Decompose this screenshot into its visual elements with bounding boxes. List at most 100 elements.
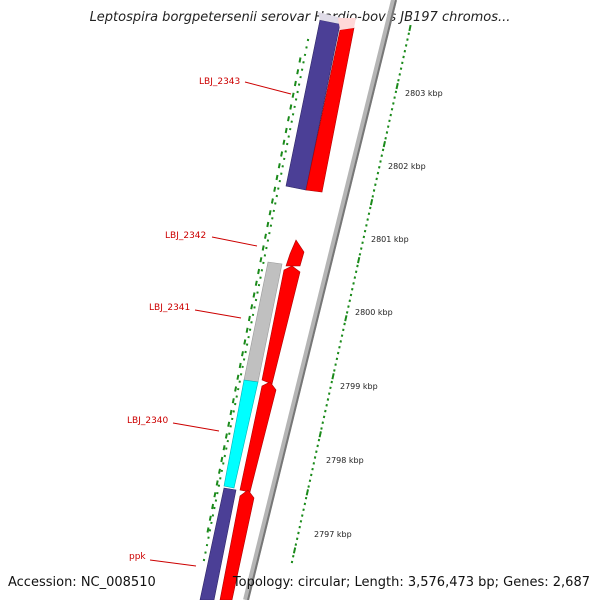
left-dashes-tick bbox=[252, 292, 256, 298]
left-dashes-tick bbox=[231, 398, 235, 404]
scale-dots-tick bbox=[292, 547, 297, 554]
scale-dots-tick bbox=[303, 502, 307, 506]
scale-dots-tick bbox=[356, 264, 359, 268]
scale-dots-tick bbox=[385, 131, 389, 134]
scale-dots-tick bbox=[333, 369, 336, 372]
scale-dots-tick bbox=[339, 340, 342, 343]
scale-dots-tick bbox=[353, 276, 357, 279]
scale-dots-tick bbox=[302, 508, 305, 512]
scale-dots-tick bbox=[315, 450, 318, 454]
left-dashes-tick bbox=[259, 257, 263, 263]
scale-dots-tick bbox=[345, 311, 349, 314]
map-title: Leptospira borgpetersenii serovar Hardjo… bbox=[89, 10, 511, 25]
tick-label-2799: 2799 kbp bbox=[340, 382, 378, 391]
left-dashes-tick bbox=[282, 139, 286, 145]
backbone bbox=[243, 0, 397, 600]
left-dashes-tick bbox=[243, 339, 247, 345]
scale-dots-tick bbox=[380, 154, 383, 158]
tick-label-2803: 2803 kbp bbox=[405, 89, 443, 98]
forward-gene-2[interactable] bbox=[285, 239, 305, 267]
scale-dots-tick bbox=[369, 206, 372, 210]
scale-dots-tick bbox=[311, 467, 314, 471]
scale-dots-tick bbox=[382, 140, 386, 148]
tick-label-2797: 2797 kbp bbox=[314, 530, 352, 539]
scale-dots-tick bbox=[362, 235, 366, 239]
scale-dots-tick bbox=[376, 171, 380, 175]
forward-gene-1[interactable] bbox=[305, 27, 355, 193]
scale-dots-tick bbox=[408, 24, 412, 32]
left-dashes-tick bbox=[250, 304, 254, 310]
left-dashes-tick bbox=[264, 233, 267, 239]
left-dashes-tick bbox=[247, 315, 251, 322]
scale-dots-tick bbox=[340, 334, 344, 337]
left-dashes-tick bbox=[236, 374, 240, 380]
scale-dots-tick bbox=[352, 282, 355, 285]
leader-lbj-2341 bbox=[194, 309, 242, 319]
left-dashes-tick bbox=[234, 386, 238, 392]
gene-ppk[interactable] bbox=[199, 487, 237, 600]
scale-dots-tick bbox=[344, 315, 348, 322]
label-ppk[interactable]: ppk bbox=[129, 552, 146, 562]
scale-dots-tick bbox=[301, 514, 304, 517]
scale-dots-tick bbox=[310, 473, 313, 477]
scale-dots-tick bbox=[313, 456, 317, 459]
left-dashes-tick bbox=[289, 104, 293, 110]
scale-labels: 2797 kbp 2798 kbp 2799 kbp 2800 kbp 2801… bbox=[314, 89, 443, 539]
left-dashes-tick bbox=[284, 127, 288, 134]
left-dashes-tick bbox=[241, 351, 244, 357]
label-lbj-2341[interactable]: LBJ_2341 bbox=[149, 303, 190, 313]
left-dashes-tick bbox=[254, 280, 258, 286]
scale-dots-tick bbox=[388, 119, 391, 123]
left-dashes-tick bbox=[222, 445, 226, 451]
scale-dots-tick bbox=[360, 247, 363, 250]
scale-dots-tick bbox=[375, 177, 378, 181]
gene-labels: LBJ_2343 LBJ_2342 LBJ_2341 LBJ_2340 ppk bbox=[127, 77, 292, 567]
tick-label-2802: 2802 kbp bbox=[388, 162, 426, 171]
scale-dots-tick bbox=[369, 198, 374, 206]
left-dashes-tick bbox=[213, 492, 217, 498]
leader-lbj-2342 bbox=[211, 236, 258, 247]
left-dashes-tick bbox=[270, 198, 274, 204]
forward-gene-3[interactable] bbox=[261, 265, 301, 385]
leader-lbj-2340 bbox=[172, 422, 220, 432]
gene-lbj-2340[interactable] bbox=[223, 379, 259, 489]
scale-dots-tick bbox=[322, 415, 326, 419]
scale-dots-tick bbox=[402, 55, 405, 59]
scale-dots-tick bbox=[406, 38, 409, 41]
left-dashes-tick bbox=[238, 362, 242, 369]
left-dashes-tick bbox=[261, 245, 265, 251]
forward-gene-4[interactable] bbox=[239, 381, 277, 493]
scale-dots-tick bbox=[378, 165, 381, 169]
left-dashes-tick bbox=[257, 268, 261, 275]
scale-dots-tick bbox=[316, 444, 319, 448]
left-dashes-tick bbox=[208, 515, 212, 521]
scale-dots-tick bbox=[305, 489, 309, 496]
leader-lbj-2343 bbox=[244, 81, 292, 95]
left-dashes-tick bbox=[273, 186, 277, 192]
scale-dots-tick bbox=[343, 322, 346, 326]
scale-dots-tick bbox=[395, 82, 399, 90]
scale-dots-tick bbox=[318, 431, 322, 438]
inner-dot-ring bbox=[202, 38, 310, 562]
forward-gene-5[interactable] bbox=[219, 489, 255, 600]
label-lbj-2340[interactable]: LBJ_2340 bbox=[127, 416, 169, 426]
scale-dots-tick bbox=[372, 189, 376, 192]
scale-dots-tick bbox=[397, 78, 400, 82]
scale-dots-tick bbox=[321, 421, 324, 425]
left-dashes-tick bbox=[280, 151, 284, 157]
scale-dots-tick bbox=[348, 299, 351, 303]
scale-dots-tick bbox=[384, 136, 387, 140]
label-lbj-2343[interactable]: LBJ_2343 bbox=[199, 77, 240, 87]
scale-dots-tick bbox=[354, 270, 358, 274]
scale-dots-tick bbox=[331, 373, 335, 380]
left-dashes-tick bbox=[211, 503, 215, 510]
scale-dots-tick bbox=[308, 479, 312, 483]
scale-dots-tick bbox=[294, 543, 298, 546]
scale-dots-tick bbox=[381, 148, 385, 152]
scale-dots-tick bbox=[392, 102, 395, 105]
scale-dots-tick bbox=[307, 485, 310, 488]
label-lbj-2342[interactable]: LBJ_2342 bbox=[165, 231, 206, 241]
left-dashes-tick bbox=[287, 116, 290, 122]
